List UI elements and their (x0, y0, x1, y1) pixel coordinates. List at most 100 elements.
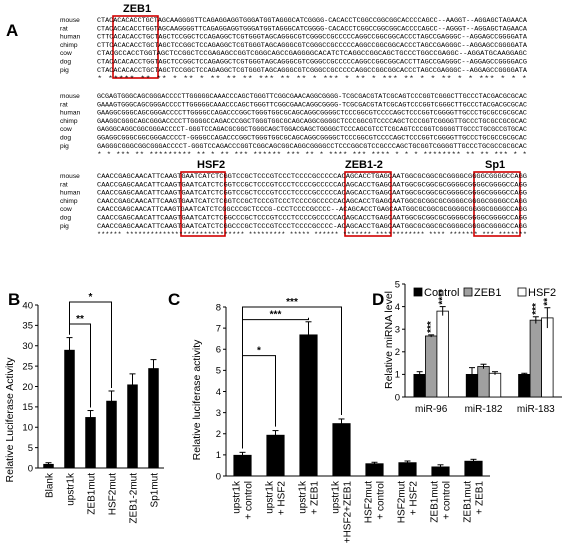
chart-c-y-tick-label: 2 (216, 429, 221, 440)
chart-d-y-tick-label: 5 (395, 279, 400, 290)
chart-d-legend-label: HSF2 (528, 287, 556, 299)
sequence-row: CTACACACACCTGCTAGCAAGGGGTTCAGAGGAGGTGGGA… (97, 17, 527, 24)
conservation-row: ****** ***************************** ***… (97, 231, 527, 238)
chart-b-bar (106, 400, 117, 468)
chart-b-category-label: ZEB1mut (87, 473, 98, 515)
chart-d-legend-swatch (463, 287, 473, 297)
chart-d-legend-label: ZEB1 (474, 287, 502, 299)
sequence-row: CTACACACACCTGGTAGCAAGGGGTTCAGAGGAGGTGGGA… (97, 25, 527, 32)
chart-c-category-label-line2: + HSF2 (277, 481, 288, 516)
sequence-row: GAAAGTGGGCAGCGGGACCCCTTGGGGGCAAACCCAGCTG… (97, 101, 527, 108)
chart-b-y-tick-label: 40 (22, 300, 33, 311)
panel-label-b: B (8, 290, 20, 309)
sequence-row: CAACCGAGCAACATTCAAGTGAATCATCTCGGCCCGCTCC… (97, 206, 527, 213)
chart-c-category-label-line2: + ZEB1 (310, 481, 321, 515)
species-label: mouse (60, 17, 80, 24)
chart-d-bar (477, 366, 490, 398)
chart-b-significance-bracket (69, 301, 112, 388)
chart-c-bar (398, 462, 417, 476)
chart-d-significance-label: *** (426, 321, 437, 333)
chart-c-category-label-line1: HSF2mut (364, 481, 375, 523)
chart-c-bar (266, 434, 285, 476)
chart-b-bar (127, 384, 138, 468)
chart-d-y-tick-label: 4 (395, 302, 400, 313)
chart-c-y-tick-label: 3 (216, 408, 221, 419)
chart-b-y-tick-label: 20 (22, 382, 33, 393)
conservation-row: * ***** ** ** * ** * ** ** ** *** ** ** … (97, 75, 527, 82)
chart-d-significance-label: **** (438, 289, 449, 305)
chart-b-bar (43, 463, 54, 468)
species-label: cow (60, 50, 72, 57)
chart-d-bar (413, 373, 426, 398)
species-label: dog (60, 59, 71, 66)
chart-b-y-tick-label: 10 (22, 423, 33, 434)
chart-c-category-label-line1: upstr1k (232, 480, 243, 514)
chart-b-bar (64, 349, 75, 468)
panel-label-d: D (372, 290, 384, 309)
chart-c-y-tick-label: 1 (216, 450, 221, 461)
panel-label-a: A (6, 21, 18, 40)
sequence-row: CTACACACACCTGGTAGCTCCGGCTCCAGAGGCTCGTGGG… (97, 59, 527, 66)
chart-b-y-tick-label: 25 (22, 361, 33, 372)
sequence-row: GAGGGCAGGCGGCGGGACCCCT-GGGTCCAGACGCGGCTG… (97, 126, 527, 133)
species-label: chimp (60, 42, 78, 49)
chart-c-significance-bracket (242, 355, 276, 449)
sequence-row: GAAGGCGGGCAGCGGGACCCCTTGGGGCCAGACCCGGCTG… (97, 118, 527, 125)
chart-c-category-label-line1: upstr1k (265, 480, 276, 514)
chart-d-category-label: miR-182 (465, 404, 503, 415)
chart-d-y-tick-label: 2 (395, 347, 400, 358)
sp1-site-box (473, 171, 521, 237)
chart-b: Relative Luciferase Activity 0 5 10 15 20 25 3… (4, 292, 164, 524)
chart-b-y-tick-label: 0 (28, 463, 33, 474)
chart-c-y-tick-label: 4 (216, 387, 221, 398)
sequence-row: CAACCGAGCAACATTCAAGTGAATCATCTCGGCCCGCTCC… (97, 215, 527, 222)
chart-b-y-tick-label: 15 (22, 402, 33, 413)
sequence-row: CTTCACACACCTGCTAGCTCCGGCTCCAGAGGCTCGTGGG… (97, 42, 527, 49)
chart-b-ylabel: Relative Luciferase Activity (4, 357, 16, 483)
chart-d: Relative miRNA level Control ZEB1 HSF2 0 1 2… (383, 279, 562, 415)
species-label: mouse (60, 173, 80, 180)
chart-d-y-tick-label: 3 (395, 325, 400, 336)
chart-b-significance-label: ** (76, 314, 84, 325)
chart-c-category-label-line1: ZEB1mut (463, 481, 474, 523)
chart-b-bar (85, 417, 96, 468)
species-label: pig (60, 223, 69, 230)
chart-c-category-label-line1: upstr1k (298, 480, 309, 514)
chart-c-category-label-line2: + HSF2 (409, 481, 420, 516)
chart-c-category-label-line1: upstr1k (331, 480, 342, 514)
chart-b-y-tick-label: 35 (22, 321, 33, 332)
zeb1-site-box (112, 15, 159, 79)
sequence-row: CAACCGAGCAACATTCAAGTGAATCATCTCGGCCCGCTCC… (97, 223, 527, 230)
chart-c-category-label-line1: ZEB1mut (430, 481, 441, 523)
sequence-row: CTTCACACACCTGCTAGCTCCGGCTCCAGAGGCTCGTGGG… (97, 34, 527, 41)
species-label: rat (60, 101, 68, 108)
chart-d-y-tick-label: 0 (395, 392, 400, 403)
chart-b-y-tick-label: 5 (28, 443, 33, 454)
chart-d-bar (518, 373, 531, 398)
box-label-zeb1-2: ZEB1-2 (345, 159, 383, 171)
chart-b-category-label: upstr1k (66, 472, 77, 506)
box-label-zeb1: ZEB1 (123, 3, 151, 15)
sequence-row: GCGAGTGGGCAGCGGGACCCCTTGGGGGCAAACCCAGCTG… (97, 93, 527, 100)
chart-c-ylabel: Relative luciferase activity (191, 339, 203, 461)
chart-c-category-label-line2: + ZEB1 (475, 481, 486, 515)
chart-c-significance-bracket (242, 306, 342, 449)
chart-c-bar (464, 460, 483, 476)
chart-c-y-tick-label: 6 (216, 345, 221, 356)
species-label: human (60, 110, 80, 117)
chart-d-legend-label: Control (424, 287, 459, 299)
chart-c-category-label-line1: HSF2mut (397, 481, 408, 523)
chart-d-ylabel: Relative miRNA level (383, 291, 395, 389)
chart-d-bar (436, 310, 449, 398)
chart-d-category-label: miR-96 (415, 404, 448, 415)
alignment-block-2: mouse GCGAGTGGGCAGCGGGACCCCTTGGGGGCAAACCC… (60, 93, 527, 158)
sequence-row: CAACCGAGCAACATTCAAGTGAATCATCTCGGTCCGCTCC… (97, 181, 527, 188)
chart-c-bar (365, 463, 384, 476)
zeb1-2-site-box (344, 171, 392, 237)
chart-c: Relative luciferase activity 0 1 2 3 4 5 6 7 8 up… (191, 297, 490, 543)
chart-d-legend-swatch (413, 287, 423, 297)
chart-d-bar (488, 372, 502, 398)
chart-b-category-label: ZEB1-2mut (129, 473, 140, 524)
sequence-row: CTACGCCACCTGGTAGCTCCGGCTCCGAGAGCCGGTCGGG… (97, 50, 527, 57)
